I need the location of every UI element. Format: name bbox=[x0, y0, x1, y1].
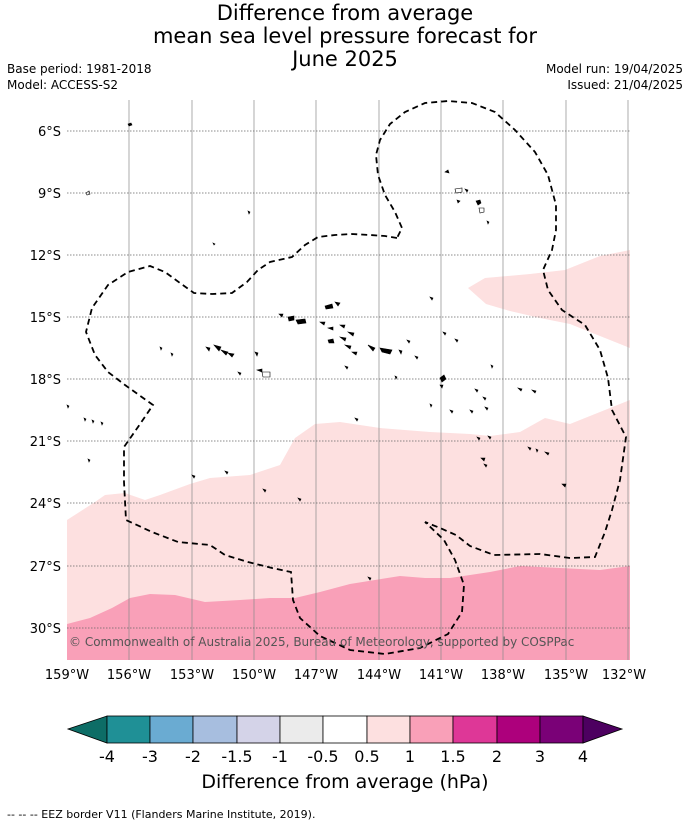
copyright-text: © Commonwealth of Australia 2025, Bureau… bbox=[69, 635, 574, 649]
lat-label-18s: 18°S bbox=[30, 373, 61, 388]
lon-label-132w: 132°W bbox=[602, 668, 646, 683]
colorbar-cell-3 bbox=[192, 715, 238, 744]
lat-label-21s: 21°S bbox=[30, 435, 61, 450]
colorbar-tick: 4 bbox=[578, 747, 588, 766]
issued-date: Issued: 21/04/2025 bbox=[567, 78, 683, 92]
title-line-3: June 2025 bbox=[292, 47, 398, 71]
islands bbox=[66, 122, 567, 581]
eez-legend-note: -- -- -- EEZ border V11 (Flanders Marine… bbox=[7, 808, 316, 821]
chart-title: Difference from average mean sea level p… bbox=[0, 2, 690, 71]
pressure-anomaly-band-1-0 bbox=[67, 566, 630, 660]
meta-left: Base period: 1981-2018 Model: ACCESS-S2 bbox=[7, 61, 152, 93]
colorbar-low-extend bbox=[66, 715, 108, 744]
longitude-labels: 159°W 156°W 153°W 150°W 147°W 144°W 141°… bbox=[45, 668, 646, 683]
colorbar-tick: -4 bbox=[99, 747, 115, 766]
lon-label-141w: 141°W bbox=[419, 668, 463, 683]
base-period: Base period: 1981-2018 bbox=[7, 62, 152, 76]
title-line-1: Difference from average bbox=[216, 1, 474, 25]
colorbar-cell-6 bbox=[322, 715, 368, 744]
lat-label-30s: 30°S bbox=[30, 622, 61, 637]
colorbar-tick: -3 bbox=[142, 747, 158, 766]
lon-label-150w: 150°W bbox=[232, 668, 276, 683]
colorbar-title: Difference from average (hPa) bbox=[201, 771, 488, 793]
colorbar-tick-labels: -4 -3 -2 -1.5 -1 -0.5 0.5 1 1.5 2 3 4 bbox=[99, 747, 588, 766]
lat-label-15s: 15°S bbox=[30, 311, 61, 326]
lat-label-12s: 12°S bbox=[30, 249, 61, 264]
colorbar-tick: -1 bbox=[272, 747, 288, 766]
lat-label-24s: 24°S bbox=[30, 497, 61, 512]
colorbar-cell-2 bbox=[149, 715, 194, 744]
colorbar-cell-5 bbox=[279, 715, 324, 744]
eez-border-polynesia bbox=[85, 100, 627, 655]
colorbar-tick: -2 bbox=[185, 747, 201, 766]
latitude-gridlines bbox=[67, 130, 630, 629]
lon-label-144w: 144°W bbox=[357, 668, 401, 683]
model-run: Model run: 19/04/2025 bbox=[545, 62, 683, 76]
title-line-2: mean sea level pressure forecast for bbox=[152, 24, 538, 48]
lon-label-147w: 147°W bbox=[294, 668, 338, 683]
colorbar-tick: 1.5 bbox=[440, 747, 465, 766]
colorbar-cell-10 bbox=[496, 715, 541, 744]
colorbar-tick: 3 bbox=[535, 747, 545, 766]
colorbar-cell-1 bbox=[106, 715, 151, 744]
lat-label-9s: 9°S bbox=[38, 187, 61, 202]
latitude-labels: 6°S 9°S 12°S 15°S 18°S 21°S 24°S 27°S 30… bbox=[30, 125, 61, 637]
lat-label-6s: 6°S bbox=[38, 125, 61, 140]
colorbar-cell-9 bbox=[452, 715, 498, 744]
lon-label-135w: 135°W bbox=[544, 668, 588, 683]
lon-label-159w: 159°W bbox=[45, 668, 89, 683]
lat-label-27s: 27°S bbox=[30, 560, 61, 575]
colorbar-cell-7 bbox=[366, 715, 411, 744]
lon-label-153w: 153°W bbox=[170, 668, 214, 683]
colorbar-cell-11 bbox=[539, 715, 584, 744]
colorbar-high-extend bbox=[582, 715, 624, 744]
colorbar-cells bbox=[106, 715, 584, 744]
colorbar-tick: 1 bbox=[405, 747, 415, 766]
colorbar-cell-8 bbox=[409, 715, 454, 744]
meta-right: Model run: 19/04/2025 Issued: 21/04/2025 bbox=[546, 61, 683, 93]
colorbar-tick: -1.5 bbox=[221, 747, 252, 766]
pressure-anomaly-band-0-5-northeast bbox=[468, 250, 630, 348]
colorbar-tick: 2 bbox=[492, 747, 502, 766]
colorbar: -4 -3 -2 -1.5 -1 -0.5 0.5 1 1.5 2 3 4 Di… bbox=[66, 715, 624, 793]
model-name: Model: ACCESS-S2 bbox=[7, 78, 119, 92]
lon-label-138w: 138°W bbox=[481, 668, 525, 683]
colorbar-cell-4 bbox=[236, 715, 281, 744]
colorbar-tick: 0.5 bbox=[354, 747, 379, 766]
lon-label-156w: 156°W bbox=[107, 668, 151, 683]
colorbar-tick: -0.5 bbox=[307, 747, 338, 766]
